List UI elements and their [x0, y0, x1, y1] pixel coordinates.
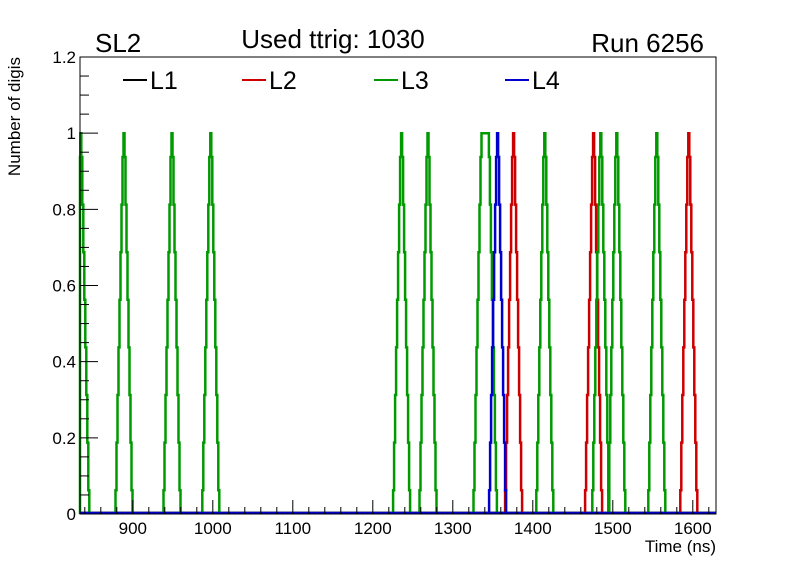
y-tick-label: 0.6 [52, 277, 76, 296]
peak-L3 [391, 131, 412, 514]
superlayer-label: SL2 [95, 28, 141, 58]
legend: L1 L2 L3 L4 [123, 67, 560, 95]
chart-title: Used ttrig: 1030 [241, 24, 425, 54]
legend-entry-L2: L2 [242, 67, 297, 95]
x-tick-label: 1100 [275, 519, 312, 538]
peak-L3 [647, 131, 667, 514]
series-layer [78, 131, 716, 515]
peak-L4 [487, 131, 508, 514]
legend-entry-L4: L4 [505, 67, 560, 95]
x-tick-label: 900 [119, 519, 147, 538]
series-L3 [78, 131, 716, 515]
peak-L3 [162, 131, 182, 514]
run-label: Run 6256 [591, 28, 704, 58]
y-tick-label: 1.2 [52, 48, 76, 67]
peak-L2 [679, 131, 699, 514]
y-tick-label: 0 [67, 505, 76, 524]
x-tick-label: 1000 [194, 519, 232, 538]
y-tick-label: 1 [67, 124, 76, 143]
y-tick-label: 0.8 [52, 200, 76, 219]
x-axis-title: Time (ns) [645, 537, 716, 556]
legend-entry-L1: L1 [123, 67, 178, 95]
legend-label: L3 [401, 67, 429, 95]
peak-L3 [418, 131, 438, 514]
peak-L3 [535, 131, 555, 514]
y-tick-label: 0.2 [52, 429, 76, 448]
peak-L2 [583, 131, 604, 514]
y-tick-label: 0.4 [52, 353, 76, 372]
x-tick-label: 1400 [514, 519, 552, 538]
peak-L3 [114, 131, 134, 514]
legend-label: L1 [150, 67, 178, 95]
legend-label: L2 [269, 67, 297, 95]
x-tick-label: 1500 [594, 519, 632, 538]
legend-entry-L3: L3 [374, 67, 429, 95]
peak-L3 [607, 131, 627, 514]
legend-label: L4 [532, 67, 560, 95]
peak-L2 [503, 131, 524, 514]
peak-L3 [201, 131, 221, 514]
axes: 900 1000 1100 1200 1300 1400 1500 1600 0 0.2 0.4 0.… [52, 48, 711, 538]
x-tick-label: 1200 [354, 519, 392, 538]
series-L4 [80, 131, 716, 515]
peak-L3 [472, 131, 499, 514]
y-axis-title: Number of digis [5, 57, 24, 176]
peak-L3 [591, 131, 611, 514]
x-tick-label: 1300 [434, 519, 472, 538]
x-tick-label: 1600 [674, 519, 712, 538]
